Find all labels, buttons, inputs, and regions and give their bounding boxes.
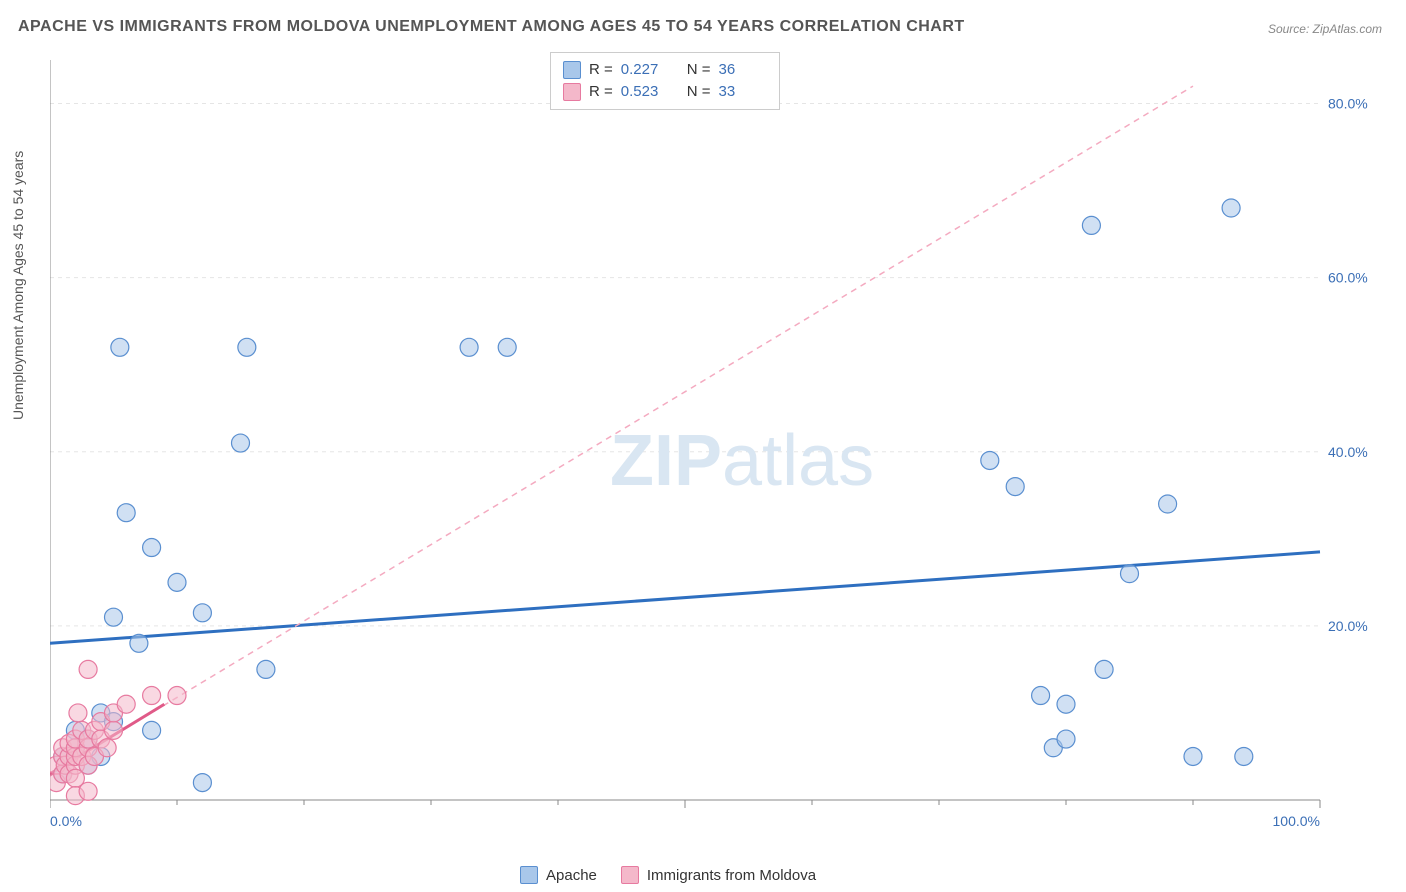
series-legend: Apache Immigrants from Moldova [520,866,816,884]
stats-row: R = 0.523 N = 33 [563,81,767,103]
n-value: 36 [719,59,767,81]
chart-title: APACHE VS IMMIGRANTS FROM MOLDOVA UNEMPL… [18,18,965,36]
svg-text:100.0%: 100.0% [1273,813,1320,829]
stats-row: R = 0.227 N = 36 [563,59,767,81]
r-value: 0.523 [621,81,669,103]
svg-text:80.0%: 80.0% [1328,96,1368,112]
series-label: Immigrants from Moldova [647,867,816,884]
series-legend-item: Apache [520,866,597,884]
legend-swatch [621,866,639,884]
legend-swatch [563,61,581,79]
series-label: Apache [546,867,597,884]
svg-text:60.0%: 60.0% [1328,270,1368,286]
series-legend-item: Immigrants from Moldova [621,866,816,884]
svg-text:40.0%: 40.0% [1328,444,1368,460]
legend-swatch [520,866,538,884]
r-label: R = [589,59,613,81]
y-axis-label: Unemployment Among Ages 45 to 54 years [10,151,26,420]
stats-legend: R = 0.227 N = 36 R = 0.523 N = 33 [550,52,780,110]
svg-text:0.0%: 0.0% [50,813,82,829]
chart-area: 20.0%40.0%60.0%80.0%0.0%100.0% ZIPatlas [50,50,1380,840]
scatter-plot: 20.0% 40.0% 60.0% 80.0% 0.0% 100.0% [50,50,1380,840]
n-label: N = [687,81,711,103]
n-label: N = [687,59,711,81]
legend-swatch [563,83,581,101]
svg-text:20.0%: 20.0% [1328,618,1368,634]
source-label: Source: ZipAtlas.com [1268,22,1382,36]
r-label: R = [589,81,613,103]
r-value: 0.227 [621,59,669,81]
n-value: 33 [719,81,767,103]
